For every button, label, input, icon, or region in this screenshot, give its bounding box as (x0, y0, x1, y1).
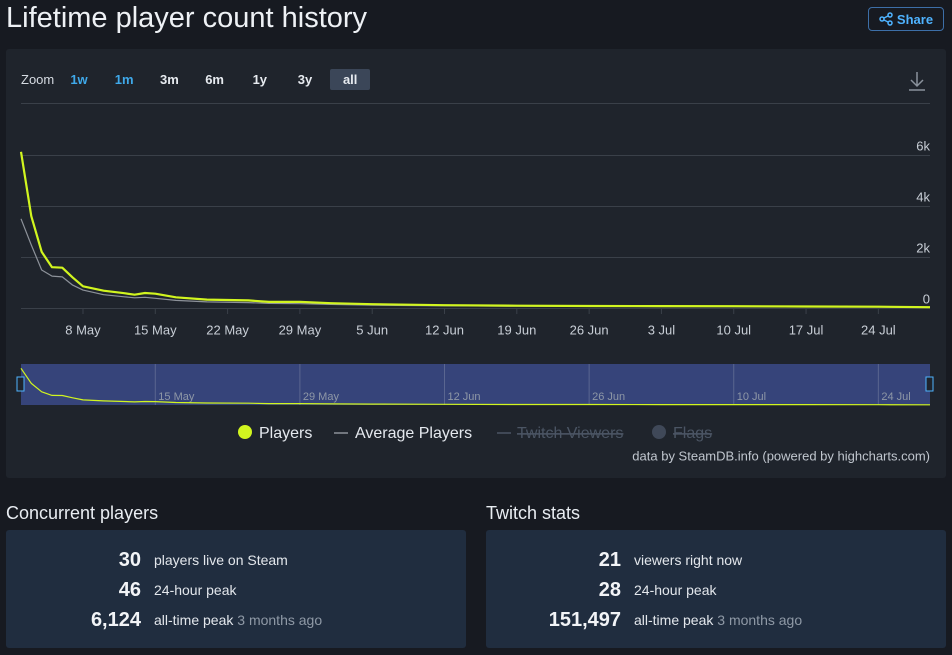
x-tick-label: 10 Jul (716, 322, 751, 337)
zoom-button[interactable]: 3m (159, 72, 179, 87)
navigator-label: 15 May (158, 391, 195, 403)
legend: Players Average Players Twitch Viewers Flag… (238, 425, 712, 442)
stat-label-text: players live on Steam (154, 552, 288, 568)
navigator-label: 24 Jul (881, 391, 910, 403)
y-tick-label: 4k (916, 189, 930, 204)
share-label: Share (896, 11, 934, 27)
stat-box: 30 players live on Steam 46 24-hour peak 6,1… (6, 530, 466, 648)
y-tick-label: 0 (923, 291, 930, 306)
legend-label: Flags (673, 425, 712, 442)
zoom-label: Zoom (21, 72, 55, 87)
stat-label-text: all-time peak (154, 612, 234, 628)
navigator-handle[interactable] (925, 376, 934, 392)
stat-label-text: viewers right now (634, 552, 743, 568)
credit: data by SteamDB.info (powered by highcha… (632, 448, 930, 463)
stat-title: Concurrent players (6, 503, 159, 523)
navigator-label: 10 Jul (737, 391, 766, 403)
stat-value: 30 (118, 549, 141, 571)
legend-symbol (238, 425, 252, 439)
share-button[interactable]: Share (868, 7, 944, 31)
x-tick-label: 8 May (65, 322, 101, 337)
legend-symbol (652, 425, 666, 439)
legend-label: Average Players (355, 425, 472, 442)
stat-value: 151,497 (548, 609, 621, 631)
stat-label: all-time peak 3 months ago (634, 605, 802, 635)
navigator-label: 26 Jun (592, 391, 625, 403)
x-tick-label: 26 Jun (570, 322, 609, 337)
share-icon (879, 12, 893, 26)
navigator[interactable] (21, 364, 930, 405)
download-icon[interactable] (909, 72, 925, 91)
navigator-label: 12 Jun (448, 391, 481, 403)
navigator-handle[interactable] (16, 376, 25, 392)
stat-row: 28 24-hour peak (486, 575, 946, 605)
zoom-button[interactable]: 3y (297, 72, 313, 87)
stat-value: 6,124 (90, 609, 141, 631)
stat-label: 24-hour peak (634, 575, 717, 605)
zoom-button[interactable]: 1w (70, 72, 88, 87)
stat-label: 24-hour peak (154, 575, 237, 605)
x-tick-label: 24 Jul (861, 322, 896, 337)
legend-label: Twitch Viewers (517, 425, 623, 442)
stat-note: 3 months ago (717, 612, 803, 628)
stat-label: all-time peak 3 months ago (154, 605, 322, 635)
y-tick-label: 6k (916, 138, 930, 153)
zoom-button[interactable]: all (330, 69, 371, 90)
navigator-label: 29 May (303, 391, 340, 403)
x-tick-label: 29 May (279, 322, 322, 337)
zoom-button[interactable]: 1m (114, 72, 134, 87)
legend-label: Players (259, 425, 312, 442)
x-tick-label: 5 Jun (356, 322, 388, 337)
stat-box: 21 viewers right now 28 24-hour peak 151,497… (486, 530, 946, 648)
page-title: Lifetime player count history (6, 2, 368, 34)
stat-row: 30 players live on Steam (6, 545, 466, 575)
players-line (19, 151, 931, 309)
navigator-line (20, 367, 931, 406)
chart-panel (6, 49, 946, 478)
x-tick-label: 3 Jul (648, 322, 676, 337)
legend-item[interactable]: Players (238, 425, 312, 442)
x-tick-label: 12 Jun (425, 322, 464, 337)
legend-item[interactable]: Average Players (334, 425, 472, 442)
stat-label: viewers right now (634, 545, 742, 575)
stat-value: 21 (598, 549, 621, 571)
stat-label-text: 24-hour peak (634, 582, 717, 598)
stat-row: 151,497 all-time peak 3 months ago (486, 605, 946, 635)
stat-row: 21 viewers right now (486, 545, 946, 575)
legend-item[interactable]: Flags (652, 425, 712, 442)
y-tick-label: 2k (916, 240, 930, 255)
stat-row: 6,124 all-time peak 3 months ago (6, 605, 466, 635)
zoom-button[interactable]: 6m (205, 72, 224, 87)
x-tick-label: 19 Jun (497, 322, 536, 337)
stat-value: 46 (118, 579, 141, 601)
stat-title: Twitch stats (486, 503, 581, 523)
x-tick-label: 15 May (134, 322, 177, 337)
stat-label-text: 24-hour peak (154, 582, 237, 598)
zoom-button[interactable]: 1y (252, 72, 268, 87)
stat-label-text: all-time peak (634, 612, 714, 628)
stat-value: 28 (598, 579, 621, 601)
x-tick-label: 22 May (206, 322, 249, 337)
stat-row: 46 24-hour peak (6, 575, 466, 605)
chart: data by SteamDB.info (powered by highcha… (16, 72, 934, 463)
x-tick-label: 17 Jul (789, 322, 824, 337)
stat-note: 3 months ago (237, 612, 323, 628)
stat-label: players live on Steam (154, 545, 288, 575)
legend-item[interactable]: Twitch Viewers (497, 425, 623, 442)
